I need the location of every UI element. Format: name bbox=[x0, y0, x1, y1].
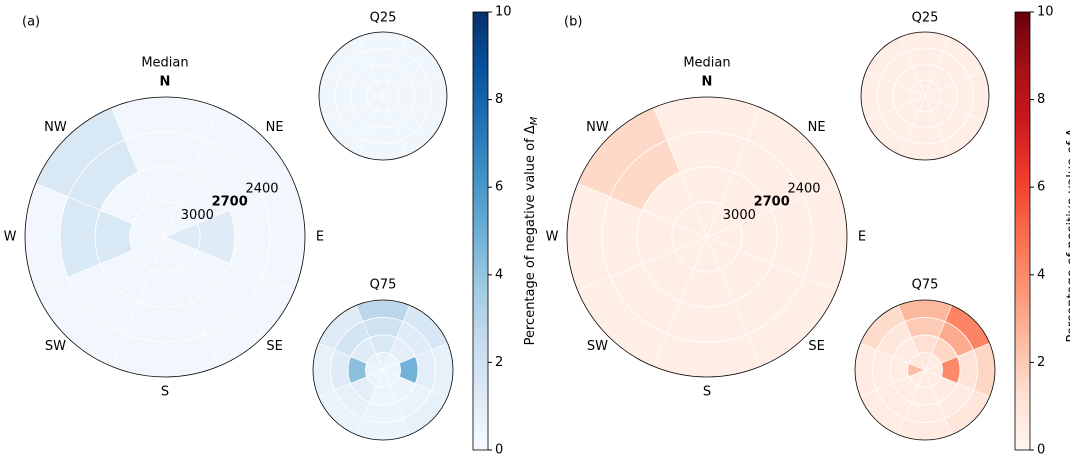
sector-cell bbox=[59, 196, 101, 278]
panel-label: (b) bbox=[564, 15, 582, 30]
colorbar-tick-label: 6 bbox=[1037, 180, 1045, 195]
plot-title: Q25 bbox=[370, 11, 397, 26]
grid-ring bbox=[366, 79, 400, 113]
grid-ring bbox=[892, 63, 958, 129]
colorbar-tick-label: 0 bbox=[495, 443, 503, 456]
sector-cell bbox=[601, 196, 643, 278]
direction-label: SW bbox=[45, 339, 66, 354]
plot-title: Median bbox=[141, 56, 188, 71]
sector-cell bbox=[124, 131, 206, 173]
direction-label: E bbox=[858, 230, 866, 245]
colorbar-tick-label: 2 bbox=[1037, 355, 1045, 370]
plot-frame bbox=[318, 31, 448, 161]
colorbar-tick-label: 4 bbox=[495, 267, 503, 282]
direction-label: NW bbox=[586, 120, 609, 135]
direction-label: NE bbox=[266, 120, 284, 135]
radial-tick-label: 2700 bbox=[212, 195, 248, 210]
colorbar-tick-label: 8 bbox=[495, 92, 503, 107]
direction-label: SE bbox=[266, 339, 282, 354]
radial-tick-label: 2400 bbox=[245, 181, 278, 196]
colorbar-tick-label: 8 bbox=[1037, 92, 1045, 107]
grid-ring bbox=[129, 201, 201, 273]
grid-ring bbox=[671, 201, 743, 273]
colorbar-label-sub: M bbox=[529, 116, 540, 125]
direction-label: E bbox=[316, 230, 324, 245]
plot-frame bbox=[312, 299, 454, 441]
grid-ring bbox=[365, 352, 401, 388]
colorbar-tick-label: 10 bbox=[495, 5, 512, 20]
colorbar-label-text: Percentage of negative value of Δ bbox=[523, 125, 538, 345]
grid-ring bbox=[872, 317, 978, 423]
grid-ring bbox=[94, 166, 236, 308]
radial-tick-label: 3000 bbox=[181, 208, 214, 223]
direction-label: W bbox=[546, 230, 559, 245]
colorbar-tick-label: 10 bbox=[1037, 5, 1054, 20]
sector-cell bbox=[124, 301, 206, 343]
plot-title: Q75 bbox=[370, 278, 397, 293]
colorbar-tick-label: 0 bbox=[1037, 443, 1045, 456]
plot-frame bbox=[854, 299, 996, 441]
grid-ring bbox=[59, 131, 271, 343]
grid-ring bbox=[876, 47, 974, 145]
grid-ring bbox=[889, 334, 961, 406]
plot-frame bbox=[860, 31, 990, 161]
radial-tick-label: 2400 bbox=[787, 181, 820, 196]
colorbar-tick-label: 4 bbox=[1037, 267, 1045, 282]
direction-label: S bbox=[161, 385, 169, 400]
colorbar-label: Percentage of negative value of ΔM bbox=[523, 116, 541, 345]
direction-label: N bbox=[160, 75, 171, 90]
direction-label: SE bbox=[808, 339, 824, 354]
grid-ring bbox=[636, 166, 778, 308]
grid-ring bbox=[907, 352, 943, 388]
colorbar bbox=[1014, 11, 1031, 451]
direction-label: NE bbox=[808, 120, 826, 135]
colorbar-label: Percentage of positive value of ΔM bbox=[1065, 119, 1070, 342]
direction-label: N bbox=[702, 75, 713, 90]
colorbar bbox=[472, 11, 489, 451]
grid-ring bbox=[350, 63, 416, 129]
colorbar-tick-label: 2 bbox=[495, 355, 503, 370]
plot-title: Q75 bbox=[912, 278, 939, 293]
direction-label: SW bbox=[587, 339, 608, 354]
sector-cell bbox=[666, 131, 748, 173]
colorbar-tick-label: 6 bbox=[495, 180, 503, 195]
plot-frame bbox=[566, 96, 848, 378]
panel-label: (a) bbox=[22, 15, 40, 30]
grid-ring bbox=[330, 317, 436, 423]
direction-label: S bbox=[703, 385, 711, 400]
radial-tick-label: 2700 bbox=[754, 195, 790, 210]
sector-cell bbox=[666, 301, 748, 343]
grid-ring bbox=[334, 47, 432, 145]
grid-ring bbox=[347, 334, 419, 406]
grid-ring bbox=[908, 79, 942, 113]
plot-title: Median bbox=[683, 56, 730, 71]
direction-label: NW bbox=[44, 120, 67, 135]
direction-label: W bbox=[4, 230, 17, 245]
grid-ring bbox=[601, 131, 813, 343]
radial-tick-label: 3000 bbox=[723, 208, 756, 223]
colorbar-label-text: Percentage of positive value of Δ bbox=[1065, 128, 1070, 342]
plot-title: Q25 bbox=[912, 11, 939, 26]
plot-frame bbox=[24, 96, 306, 378]
